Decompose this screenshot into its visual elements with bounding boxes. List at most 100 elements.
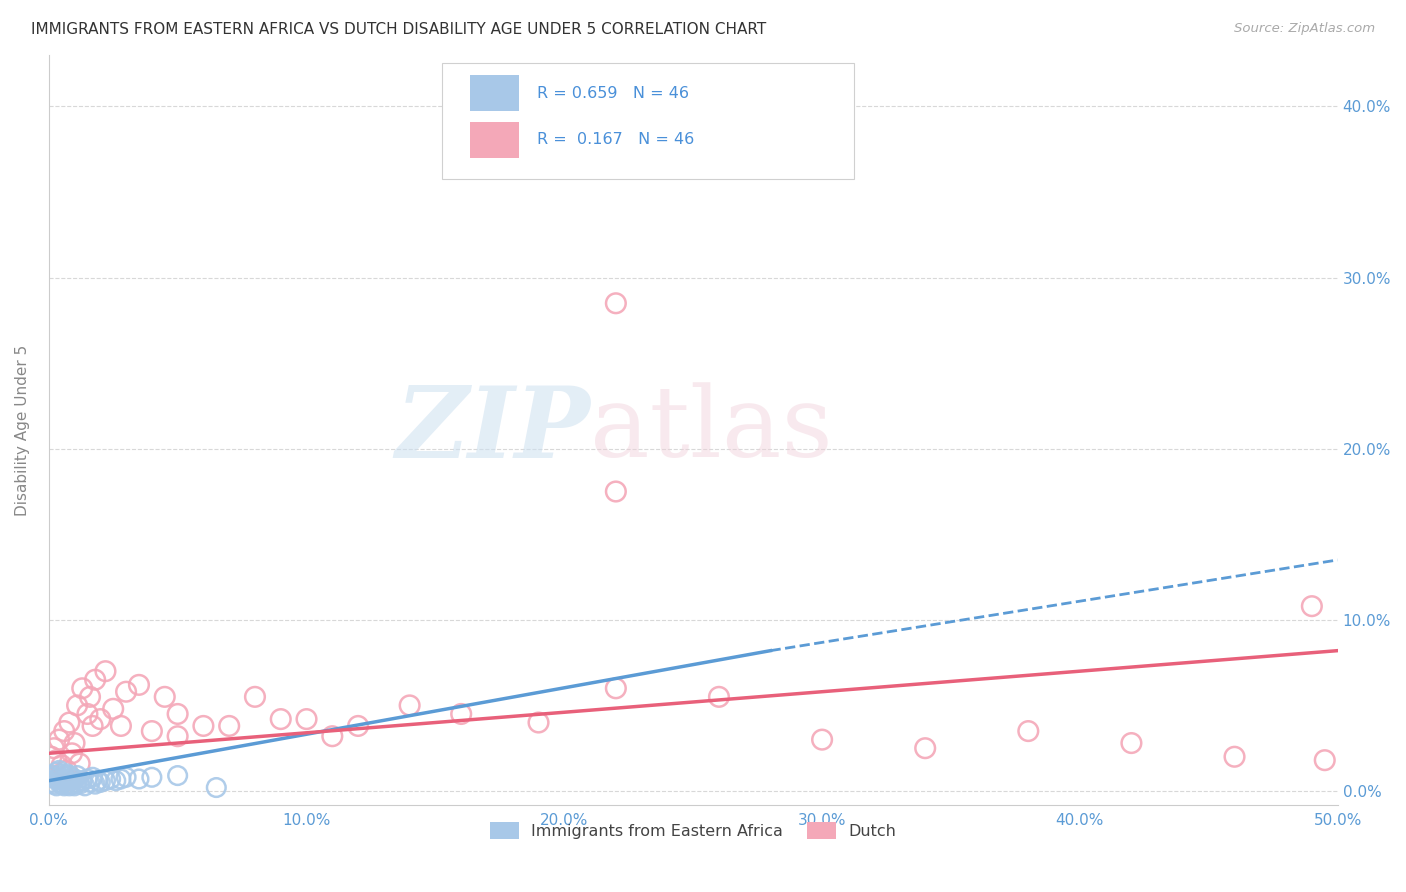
Point	[104, 773, 127, 788]
Point	[41, 775, 63, 789]
Text: Source: ZipAtlas.com: Source: ZipAtlas.com	[1234, 22, 1375, 36]
Point	[82, 719, 104, 733]
Point	[166, 706, 188, 721]
Point	[53, 779, 76, 793]
Point	[450, 706, 472, 721]
Text: IMMIGRANTS FROM EASTERN AFRICA VS DUTCH DISABILITY AGE UNDER 5 CORRELATION CHART: IMMIGRANTS FROM EASTERN AFRICA VS DUTCH …	[31, 22, 766, 37]
Point	[58, 773, 80, 788]
Point	[56, 767, 79, 781]
Point	[270, 712, 292, 726]
Point	[51, 767, 73, 781]
Point	[69, 777, 91, 791]
Point	[605, 681, 627, 696]
Point	[66, 698, 89, 713]
Point	[69, 756, 91, 771]
Point	[398, 698, 420, 713]
Point	[1017, 724, 1039, 739]
Point	[48, 775, 70, 789]
Text: atlas: atlas	[591, 382, 832, 478]
Point	[41, 770, 63, 784]
Point	[110, 719, 132, 733]
Point	[811, 732, 834, 747]
Point	[103, 702, 125, 716]
Text: R = 0.659   N = 46: R = 0.659 N = 46	[537, 86, 689, 101]
Point	[527, 715, 550, 730]
Point	[56, 777, 79, 791]
Point	[79, 690, 101, 704]
Point	[63, 779, 86, 793]
Point	[84, 777, 107, 791]
Point	[110, 772, 132, 786]
Point	[60, 770, 83, 784]
Point	[115, 770, 138, 784]
Point	[53, 724, 76, 739]
Point	[1223, 749, 1246, 764]
Point	[60, 747, 83, 761]
Point	[605, 484, 627, 499]
Point	[60, 777, 83, 791]
Point	[87, 773, 110, 788]
Point	[94, 773, 117, 788]
Point	[41, 749, 63, 764]
Point	[94, 664, 117, 678]
Point	[42, 741, 65, 756]
Legend: Immigrants from Eastern Africa, Dutch: Immigrants from Eastern Africa, Dutch	[484, 816, 903, 846]
Point	[45, 765, 67, 780]
Point	[115, 684, 138, 698]
Point	[51, 758, 73, 772]
Point	[42, 777, 65, 791]
Point	[53, 768, 76, 782]
Point	[605, 296, 627, 310]
Point	[66, 768, 89, 782]
Point	[58, 779, 80, 793]
Point	[1121, 736, 1143, 750]
Point	[141, 724, 163, 739]
Point	[48, 770, 70, 784]
Point	[48, 732, 70, 747]
Point	[51, 777, 73, 791]
Point	[347, 719, 370, 733]
Point	[45, 779, 67, 793]
Point	[84, 673, 107, 687]
Point	[205, 780, 228, 795]
Point	[79, 775, 101, 789]
Point	[295, 712, 318, 726]
FancyBboxPatch shape	[441, 62, 855, 178]
Point	[153, 690, 176, 704]
FancyBboxPatch shape	[470, 76, 519, 112]
Point	[63, 772, 86, 786]
Point	[321, 729, 343, 743]
Point	[58, 768, 80, 782]
Point	[218, 719, 240, 733]
Point	[66, 775, 89, 789]
Point	[51, 772, 73, 786]
Point	[53, 773, 76, 788]
Point	[76, 772, 98, 786]
Point	[58, 715, 80, 730]
Point	[73, 779, 96, 793]
Point	[707, 690, 730, 704]
Point	[63, 736, 86, 750]
Point	[45, 753, 67, 767]
Point	[42, 768, 65, 782]
Text: R =  0.167   N = 46: R = 0.167 N = 46	[537, 132, 695, 147]
Point	[128, 678, 150, 692]
Point	[166, 768, 188, 782]
Point	[128, 772, 150, 786]
Point	[45, 772, 67, 786]
Point	[1301, 599, 1323, 614]
Point	[56, 764, 79, 778]
Point	[76, 706, 98, 721]
Point	[72, 773, 94, 788]
Point	[82, 770, 104, 784]
Y-axis label: Disability Age Under 5: Disability Age Under 5	[15, 344, 30, 516]
Text: ZIP: ZIP	[395, 382, 591, 478]
Point	[141, 770, 163, 784]
Point	[1313, 753, 1336, 767]
Point	[89, 712, 111, 726]
Point	[72, 681, 94, 696]
Point	[100, 772, 122, 786]
Point	[89, 775, 111, 789]
Point	[48, 764, 70, 778]
Point	[914, 741, 936, 756]
